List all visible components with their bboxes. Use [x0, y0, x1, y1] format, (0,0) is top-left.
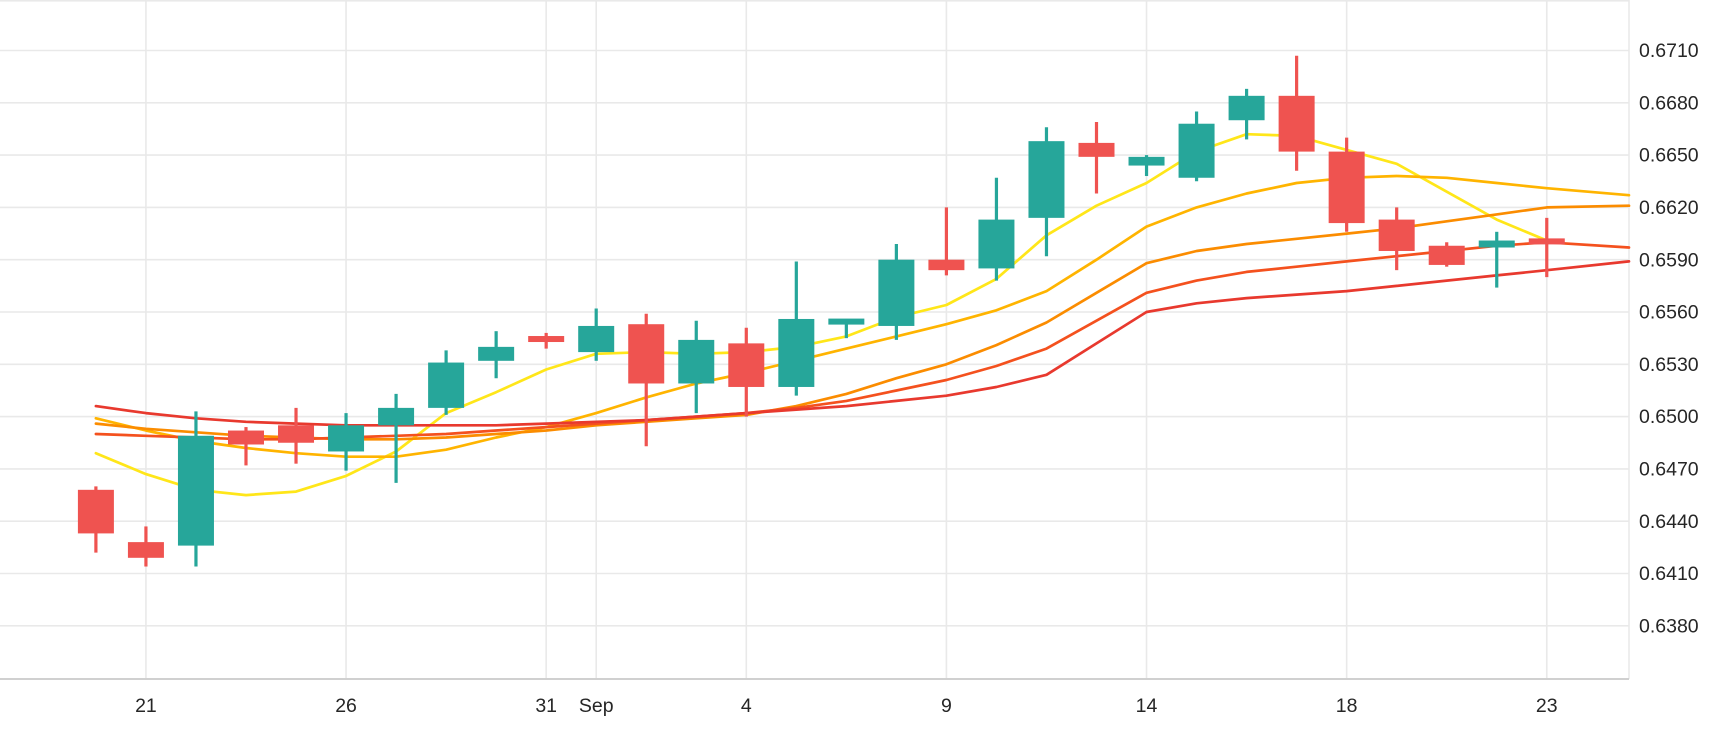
y-tick-label: 0.6470 — [1639, 459, 1699, 481]
candle-body — [77, 489, 114, 534]
x-tick-label: 26 — [335, 695, 357, 717]
candle-down — [77, 486, 114, 553]
y-tick-label: 0.6530 — [1639, 354, 1699, 376]
candle-body — [1278, 95, 1315, 152]
candle-body — [177, 435, 214, 546]
y-tick-label: 0.6560 — [1639, 302, 1699, 324]
ma-deep-orange — [94, 240, 1631, 441]
candle-body — [878, 259, 915, 326]
candle-body — [728, 343, 765, 387]
candle-up — [1228, 88, 1265, 140]
y-tick-label: 0.6710 — [1639, 40, 1699, 62]
candle-down — [1378, 207, 1415, 271]
candle-down — [1428, 242, 1465, 267]
candle-down — [127, 526, 164, 567]
candle-body — [1478, 240, 1515, 248]
y-tick-label: 0.6500 — [1639, 406, 1699, 428]
candle-body — [978, 219, 1015, 269]
y-tick-label: 0.6440 — [1639, 511, 1699, 533]
y-tick-label: 0.6620 — [1639, 197, 1699, 219]
grid-layer — [0, 0, 1630, 680]
candle-down — [1528, 217, 1565, 278]
candle-up — [328, 413, 365, 471]
candle-body — [1128, 156, 1165, 166]
candle-body — [227, 430, 264, 445]
candle-body — [1328, 151, 1365, 224]
candle-up — [1178, 111, 1215, 182]
y-tick-label: 0.6380 — [1639, 615, 1699, 637]
candle-body — [828, 318, 865, 325]
y-tick-label: 0.6650 — [1639, 145, 1699, 167]
candle-body — [1078, 142, 1115, 157]
candle-up — [1478, 231, 1515, 288]
x-tick-label: Sep — [579, 695, 614, 717]
candle-body — [928, 259, 965, 271]
x-tick-label: 31 — [535, 695, 557, 717]
candle-body — [478, 346, 515, 361]
ma-amber — [94, 174, 1631, 459]
candle-body — [278, 425, 315, 443]
candle-body — [628, 324, 665, 384]
candle-down — [928, 207, 965, 276]
candle-down — [1078, 121, 1115, 194]
y-tick-label: 0.6680 — [1639, 92, 1699, 114]
candle-layer — [77, 55, 1565, 567]
x-tick-label: 9 — [941, 695, 952, 717]
x-tick-label: 18 — [1336, 695, 1358, 717]
candle-up — [478, 331, 515, 379]
ma-ribbon — [94, 132, 1631, 497]
candle-down — [728, 327, 765, 417]
x-tick-label: 14 — [1136, 695, 1158, 717]
x-tick-label: 23 — [1536, 695, 1558, 717]
candle-down — [1328, 137, 1365, 232]
candle-body — [678, 339, 715, 384]
candle-body — [1378, 219, 1415, 251]
candle-up — [878, 244, 915, 340]
y-tick-label: 0.6410 — [1639, 563, 1699, 585]
candle-body — [428, 362, 465, 408]
candle-body — [127, 542, 164, 558]
candle-up — [1128, 155, 1165, 177]
candle-body — [1228, 95, 1265, 121]
candle-body — [1028, 141, 1065, 218]
candle-body — [378, 407, 415, 426]
candle-down — [227, 427, 264, 466]
candle-up — [1028, 127, 1065, 257]
y-tick-label: 0.6590 — [1639, 249, 1699, 271]
candle-down — [628, 313, 665, 447]
candle-up — [378, 393, 415, 483]
candle-up — [578, 308, 615, 361]
candle-up — [428, 350, 465, 415]
x-tick-label: 21 — [135, 695, 157, 717]
candle-up — [177, 411, 214, 567]
candle-down — [528, 332, 565, 349]
candle-body — [528, 336, 565, 343]
x-tick-label: 4 — [741, 695, 752, 717]
candle-body — [578, 325, 615, 353]
candle-up — [678, 320, 715, 414]
candle-up — [828, 318, 865, 339]
y-axis-labels: 0.6710 0.6680 0.6650 0.6620 0.6590 0.6560 0.65… — [1639, 40, 1699, 637]
candle-up — [778, 261, 815, 396]
candle-down — [278, 407, 315, 464]
candle-body — [328, 425, 365, 452]
candle-body — [1528, 238, 1565, 245]
candle-body — [1428, 245, 1465, 265]
candle-body — [778, 318, 815, 387]
x-axis-labels: 21 26 31 Sep 4 9 14 18 23 — [135, 695, 1558, 717]
candle-down — [1278, 55, 1315, 171]
candle-up — [978, 177, 1015, 281]
candle-body — [1178, 123, 1215, 178]
